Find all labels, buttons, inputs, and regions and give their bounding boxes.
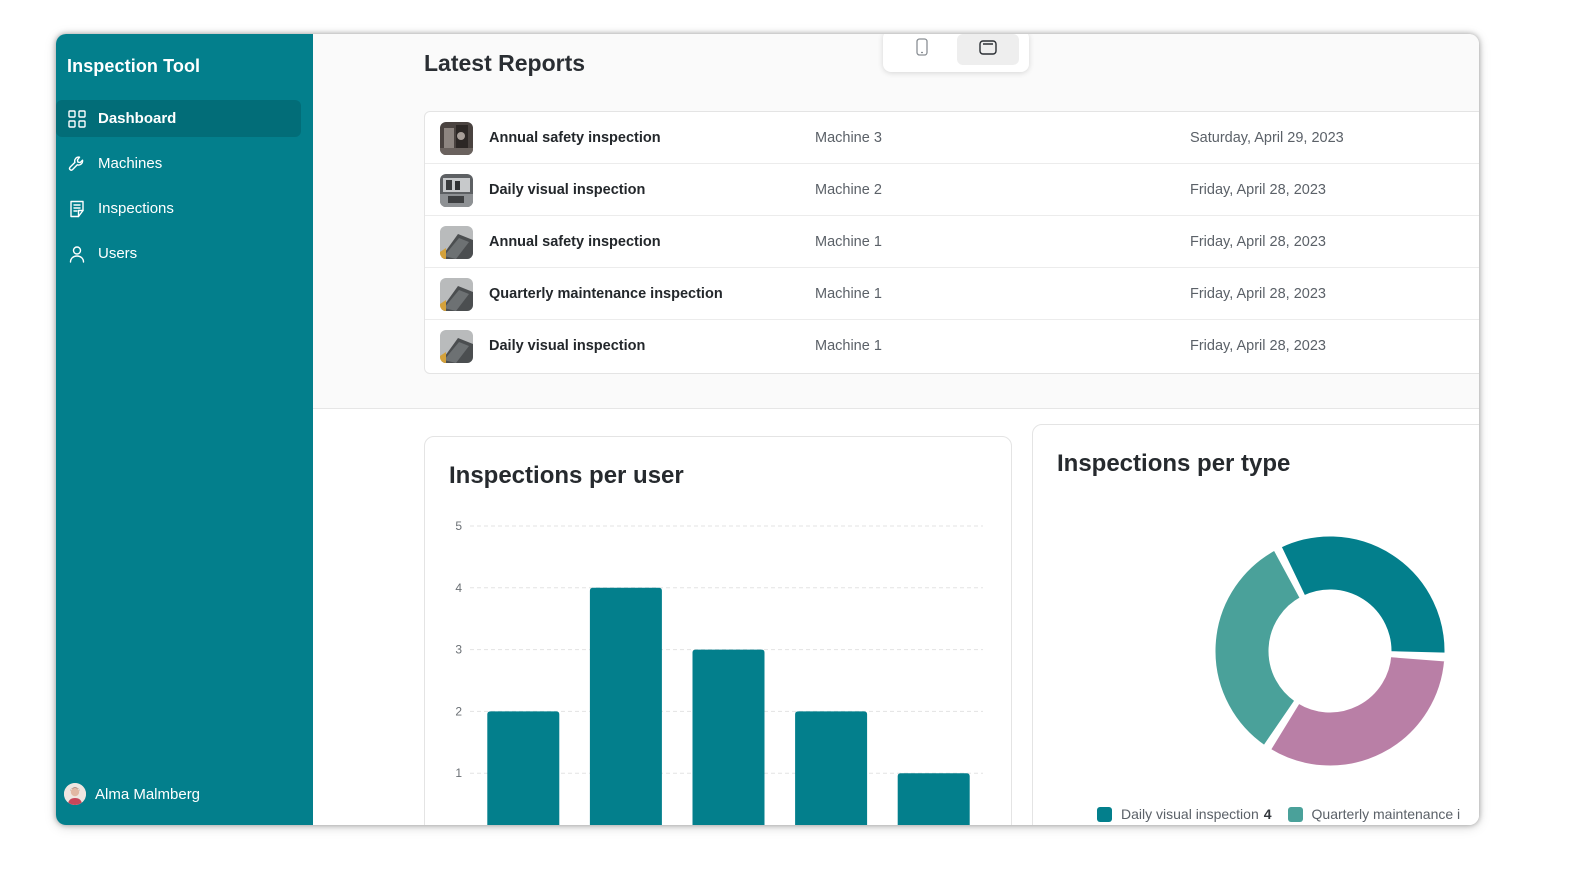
report-thumbnail xyxy=(440,122,473,155)
inspections-per-user-card: Inspections per user 1 2 3 4 5 xyxy=(424,436,1012,825)
y-tick-label: 2 xyxy=(455,704,462,718)
reports-table: Annual safety inspection Machine 3 Satur… xyxy=(424,111,1479,374)
tablet-icon xyxy=(979,39,997,60)
bar xyxy=(795,711,868,825)
y-tick-label: 4 xyxy=(455,581,462,595)
report-title: Daily visual inspection xyxy=(489,182,646,198)
avatar xyxy=(64,783,86,805)
sidebar-item-label: Machines xyxy=(98,155,163,172)
legend-label: Daily visual inspection xyxy=(1121,806,1259,822)
report-title: Daily visual inspection xyxy=(489,338,646,354)
chart-legend: Daily visual inspection 4 Quarterly main… xyxy=(1097,806,1476,822)
report-thumbnail xyxy=(440,174,473,207)
y-tick-label: 5 xyxy=(455,519,462,533)
tablet-view-button[interactable] xyxy=(957,34,1019,65)
report-machine: Machine 1 xyxy=(815,286,882,302)
report-title: Annual safety inspection xyxy=(489,130,661,146)
app-window: Inspection Tool Dashboard Machines xyxy=(56,34,1479,825)
current-user[interactable]: Alma Malmberg xyxy=(64,781,200,807)
report-title: Quarterly maintenance inspection xyxy=(489,286,723,302)
legend-item[interactable]: Daily visual inspection 4 xyxy=(1097,806,1272,822)
sidebar-item-label: Users xyxy=(98,245,138,262)
sidebar: Inspection Tool Dashboard Machines xyxy=(56,34,313,825)
table-row[interactable]: Annual safety inspection Machine 1 Frida… xyxy=(425,216,1479,268)
bar xyxy=(692,649,765,825)
page-title: Latest Reports xyxy=(424,50,586,76)
y-tick-label: 3 xyxy=(455,643,462,657)
report-thumbnail xyxy=(440,278,473,311)
bar-chart: 1 2 3 4 5 xyxy=(455,519,983,825)
report-machine: Machine 1 xyxy=(815,234,882,250)
report-date: Friday, April 28, 2023 xyxy=(1190,182,1326,198)
legend-label: Quarterly maintenance i xyxy=(1311,806,1461,822)
grid-icon xyxy=(67,109,87,129)
report-machine: Machine 2 xyxy=(815,182,882,198)
app-title: Inspection Tool xyxy=(67,56,201,76)
donut-slice xyxy=(1212,546,1304,749)
user-name: Alma Malmberg xyxy=(95,785,201,803)
sidebar-item-label: Inspections xyxy=(98,200,174,217)
mobile-view-button[interactable] xyxy=(891,34,953,65)
donut-chart xyxy=(1212,533,1448,769)
chart-title: Inspections per user xyxy=(449,462,684,489)
legend-swatch xyxy=(1097,806,1112,822)
sidebar-item-dashboard[interactable]: Dashboard xyxy=(56,100,301,137)
phone-icon xyxy=(916,38,928,61)
wrench-icon xyxy=(67,154,87,174)
bar xyxy=(897,773,970,825)
sidebar-item-inspections[interactable]: Inspections xyxy=(56,190,301,227)
sidebar-item-users[interactable]: Users xyxy=(56,235,301,272)
report-title: Annual safety inspection xyxy=(489,234,661,250)
bar xyxy=(589,587,662,825)
bar xyxy=(487,711,560,825)
report-date: Friday, April 28, 2023 xyxy=(1190,338,1326,354)
user-icon xyxy=(67,244,87,264)
sidebar-item-label: Dashboard xyxy=(98,110,177,127)
y-tick-label: 1 xyxy=(455,766,462,780)
report-date: Saturday, April 29, 2023 xyxy=(1190,130,1344,146)
main-content: Latest Reports xyxy=(313,34,1479,825)
legend-swatch xyxy=(1287,806,1303,822)
legend-value: 4 xyxy=(1263,806,1272,822)
report-date: Friday, April 28, 2023 xyxy=(1190,286,1326,302)
report-machine: Machine 3 xyxy=(815,130,882,146)
charts-section: Inspections per user 1 2 3 4 5 Inspections p… xyxy=(313,409,1479,825)
report-thumbnail xyxy=(440,226,473,259)
table-row[interactable]: Daily visual inspection Machine 2 Friday… xyxy=(425,164,1479,216)
report-machine: Machine 1 xyxy=(815,338,882,354)
table-row[interactable]: Quarterly maintenance inspection Machine… xyxy=(425,268,1479,320)
table-row[interactable]: Daily visual inspection Machine 1 Friday… xyxy=(425,320,1479,372)
report-thumbnail xyxy=(440,330,473,363)
table-row[interactable]: Annual safety inspection Machine 3 Satur… xyxy=(425,112,1479,164)
checklist-icon xyxy=(67,199,87,219)
donut-slice xyxy=(1277,533,1448,656)
device-toggle xyxy=(883,34,1029,72)
inspections-per-type-card: Inspections per type Daily visual inspec… xyxy=(1032,424,1479,825)
report-date: Friday, April 28, 2023 xyxy=(1190,234,1326,250)
sidebar-item-machines[interactable]: Machines xyxy=(56,145,301,182)
legend-item[interactable]: Quarterly maintenance i xyxy=(1287,806,1461,822)
chart-title: Inspections per type xyxy=(1057,450,1291,477)
latest-reports-section: Latest Reports xyxy=(313,34,1479,409)
donut-slice xyxy=(1267,654,1448,769)
